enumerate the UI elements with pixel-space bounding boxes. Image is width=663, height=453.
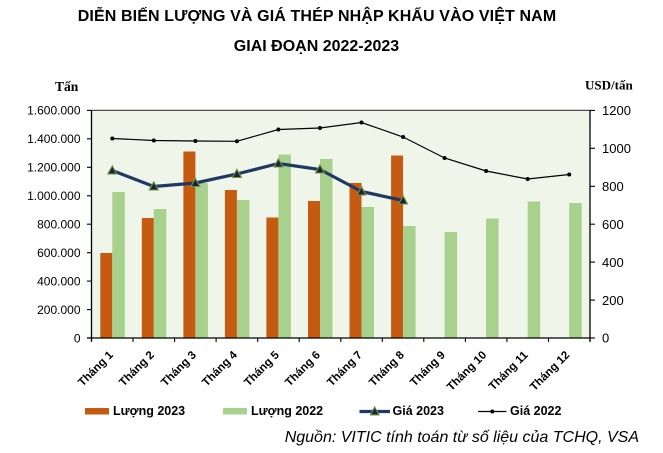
svg-text:1.600.000: 1.600.000 xyxy=(27,104,81,118)
svg-text:400: 400 xyxy=(602,255,624,270)
svg-text:200.000: 200.000 xyxy=(37,303,81,317)
svg-text:800: 800 xyxy=(602,179,624,194)
svg-text:200: 200 xyxy=(602,293,624,308)
svg-text:600: 600 xyxy=(602,217,624,232)
svg-text:USD/tấn: USD/tấn xyxy=(585,78,633,93)
svg-text:Lượng 2023: Lượng 2023 xyxy=(113,404,185,418)
svg-text:1.000.000: 1.000.000 xyxy=(27,189,81,203)
svg-text:Giá 2023: Giá 2023 xyxy=(393,404,444,418)
svg-text:800.000: 800.000 xyxy=(37,218,81,232)
svg-text:1.200.000: 1.200.000 xyxy=(27,161,81,175)
svg-text:Lượng 2022: Lượng 2022 xyxy=(251,404,323,418)
svg-text:Tấn: Tấn xyxy=(55,79,79,94)
svg-text:600.000: 600.000 xyxy=(37,246,81,260)
svg-text:0: 0 xyxy=(74,331,81,345)
svg-text:Giá 2022: Giá 2022 xyxy=(510,404,561,418)
svg-text:1000: 1000 xyxy=(602,141,631,156)
svg-text:1.400.000: 1.400.000 xyxy=(27,132,81,146)
svg-text:400.000: 400.000 xyxy=(37,274,81,288)
svg-text:1200: 1200 xyxy=(602,103,631,118)
svg-text:0: 0 xyxy=(602,331,609,346)
